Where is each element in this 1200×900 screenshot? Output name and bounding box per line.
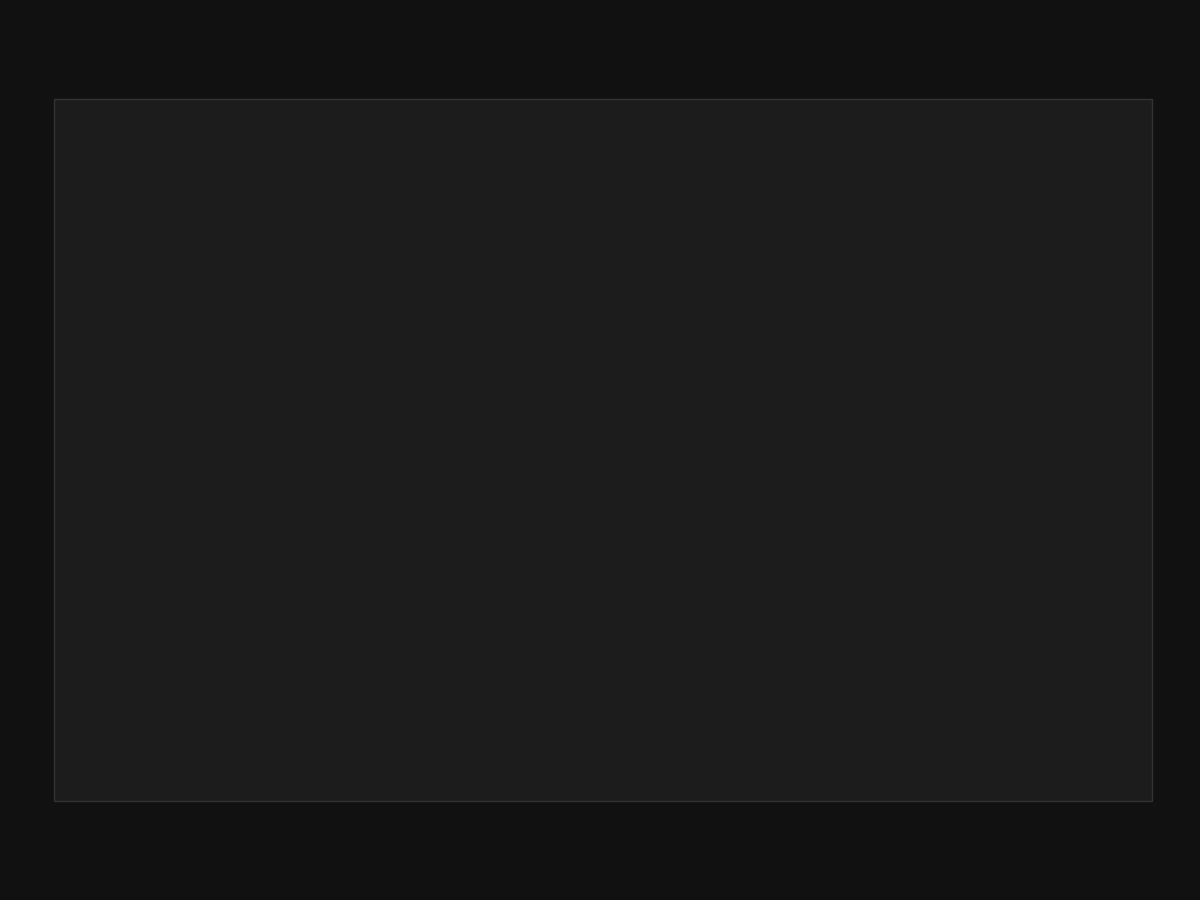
Text: 30%: 30% — [276, 330, 301, 340]
Text: Green: Green — [518, 370, 553, 380]
Text: ⓘ: ⓘ — [89, 760, 96, 772]
Text: Purple: Purple — [271, 370, 306, 380]
Text: Favorite Type of Music: Favorite Type of Music — [103, 263, 227, 274]
Text: Self Check 1.3: Self Check 1.3 — [200, 133, 344, 151]
Text: PREVIOUS: PREVIOUS — [811, 759, 871, 769]
Bar — [350, 316, 474, 355]
Text: Other: Other — [643, 292, 676, 302]
Text: students: students — [222, 646, 274, 659]
Bar — [350, 277, 474, 316]
Text: 4. A survey was taken to find what type of music is their favorite among student: 4. A survey was taken to find what type … — [92, 220, 983, 230]
Text: 5%: 5% — [650, 330, 668, 340]
Bar — [598, 355, 721, 394]
Text: Evelin: Evelin — [1054, 135, 1086, 145]
Text: ⓘ: ⓘ — [1013, 147, 1021, 160]
FancyBboxPatch shape — [952, 747, 1043, 779]
Wedge shape — [228, 367, 334, 558]
Text: 15%: 15% — [400, 330, 425, 340]
Bar — [227, 355, 350, 394]
Text: Pop: Pop — [278, 292, 299, 302]
Text: Valdez Ramos: Valdez Ramos — [1054, 165, 1127, 175]
FancyBboxPatch shape — [109, 112, 190, 196]
Text: Rap: Rap — [526, 292, 546, 302]
Wedge shape — [143, 372, 228, 472]
Bar — [103, 355, 227, 394]
Bar — [103, 316, 227, 355]
Bar — [227, 277, 350, 316]
Bar — [66, 108, 1140, 199]
Text: SMS 2020-21 Math Course 2A / Week 2 / Unit 1: Representing Data Part 1 / 1.3: Ci: SMS 2020-21 Math Course 2A / Week 2 / Un… — [200, 169, 622, 178]
Text: 40%: 40% — [152, 330, 178, 340]
Text: ←: ← — [82, 145, 97, 163]
Text: NEXT: NEXT — [982, 759, 1013, 769]
Text: Brown: Brown — [148, 370, 182, 380]
Bar — [227, 316, 350, 355]
Text: Country: Country — [390, 292, 434, 302]
Bar — [474, 316, 598, 355]
Wedge shape — [122, 410, 228, 505]
Wedge shape — [127, 472, 290, 578]
Bar — [474, 277, 598, 316]
Text: All changes saved: All changes saved — [1044, 212, 1114, 221]
Text: ◁: ◁ — [968, 147, 979, 160]
Bar — [598, 316, 721, 355]
Text: SAVE & EXIT: SAVE & EXIT — [1038, 759, 1103, 769]
Text: Blue: Blue — [400, 370, 425, 380]
Text: ⓘ: ⓘ — [922, 147, 929, 160]
Text: Rock: Rock — [152, 292, 179, 302]
Bar — [103, 277, 227, 316]
Text: 10%: 10% — [523, 330, 548, 340]
Text: 4 of 15: 4 of 15 — [906, 759, 944, 769]
Bar — [598, 277, 721, 316]
Text: Orange: Orange — [638, 370, 680, 380]
Bar — [474, 355, 598, 394]
FancyBboxPatch shape — [780, 747, 904, 779]
Text: How many students like Rap if there are 180 students total?: How many students like Rap if there are … — [103, 617, 460, 631]
Wedge shape — [196, 367, 228, 472]
Bar — [350, 355, 474, 394]
